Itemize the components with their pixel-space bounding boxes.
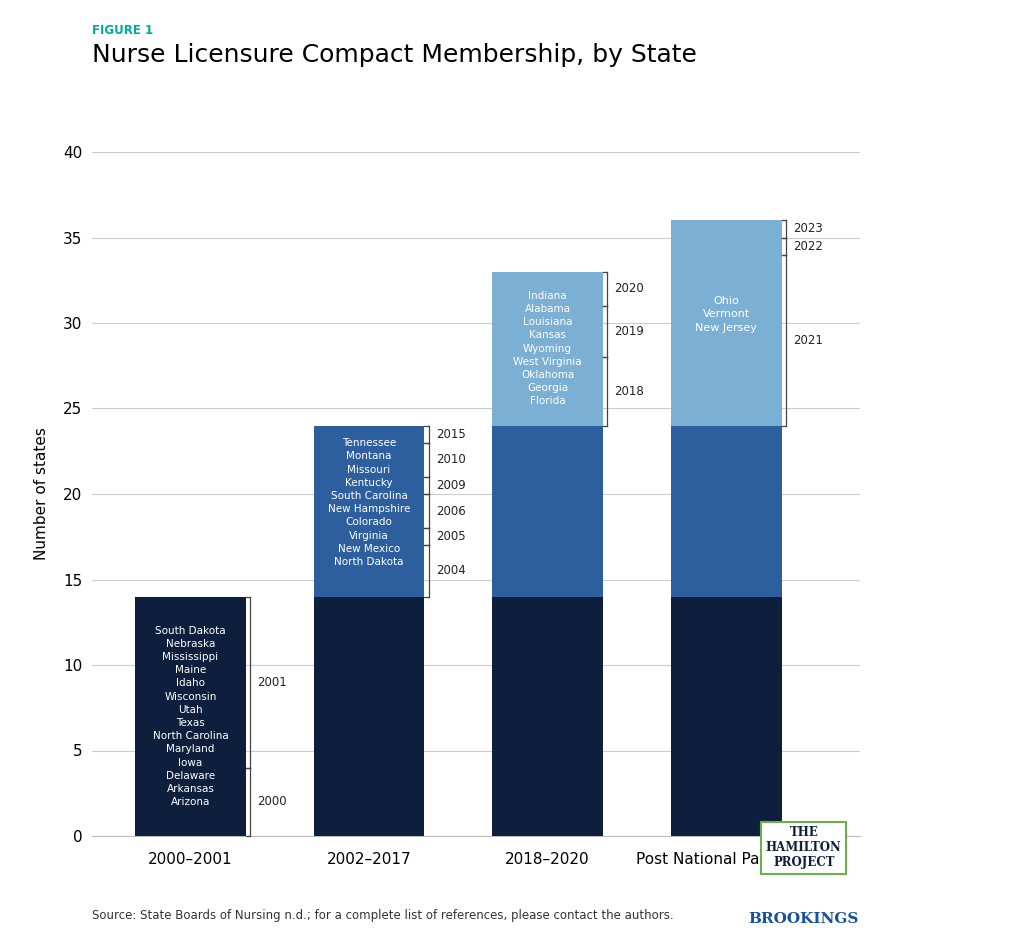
Bar [671,426,781,597]
Text: 2022: 2022 [794,239,823,253]
Bar [493,597,603,836]
Text: FIGURE 1: FIGURE 1 [92,24,154,37]
Text: 2015: 2015 [436,428,466,441]
Bar [135,597,246,836]
Bar [313,426,424,597]
Bar [493,272,603,426]
Text: THE
HAMILTON
PROJECT: THE HAMILTON PROJECT [766,826,842,869]
Text: Tennessee
Montana
Missouri
Kentucky
South Carolina
New Hampshire
Colorado
Virgin: Tennessee Montana Missouri Kentucky Sout… [328,438,411,567]
Bar [493,426,603,597]
Text: 2020: 2020 [614,282,644,295]
Bar [671,597,781,836]
Text: 2021: 2021 [794,333,823,347]
Text: 2010: 2010 [436,453,466,466]
Bar [671,220,781,426]
Y-axis label: Number of states: Number of states [34,428,49,560]
Text: 2023: 2023 [794,222,823,236]
Text: South Dakota
Nebraska
Mississippi
Maine
Idaho
Wisconsin
Utah
Texas
North Carolin: South Dakota Nebraska Mississippi Maine … [153,625,228,808]
Text: 2004: 2004 [436,564,466,578]
Text: Indiana
Alabama
Louisiana
Kansas
Wyoming
West Virginia
Oklahoma
Georgia
Florida: Indiana Alabama Louisiana Kansas Wyoming… [513,291,582,407]
Text: 2000: 2000 [257,795,287,808]
Text: Source: State Boards of Nursing n.d.; for a complete list of references, please : Source: State Boards of Nursing n.d.; fo… [92,908,674,922]
Text: 2006: 2006 [436,504,466,518]
Text: 2005: 2005 [436,530,466,543]
Text: Nurse Licensure Compact Membership, by State: Nurse Licensure Compact Membership, by S… [92,43,697,66]
Text: BROOKINGS: BROOKINGS [749,912,859,926]
Text: 2019: 2019 [614,325,644,338]
Text: Ohio
Vermont
New Jersey: Ohio Vermont New Jersey [695,296,757,332]
Text: 2009: 2009 [436,479,466,492]
Text: 2001: 2001 [257,675,287,689]
Bar [313,597,424,836]
Text: 2018: 2018 [614,385,644,398]
